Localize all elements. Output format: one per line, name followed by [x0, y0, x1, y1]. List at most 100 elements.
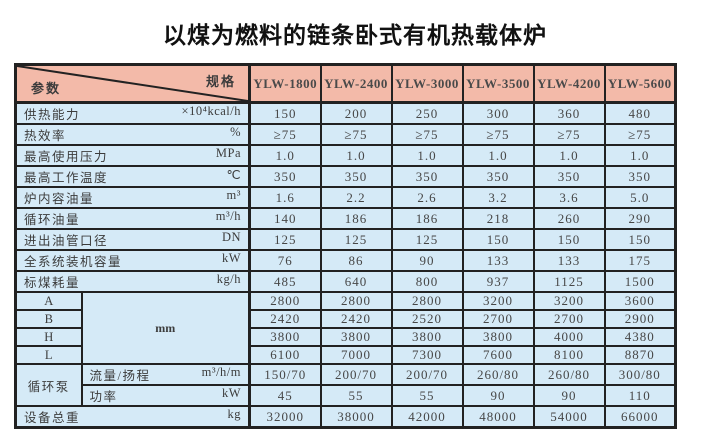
dimension-row: H 3800 3800 3800 3800 4000 4380	[14, 327, 677, 347]
pump-label: 循环泵	[14, 363, 83, 407]
row-label: 全系统装机容量	[24, 255, 123, 269]
value-cell: 937	[461, 270, 535, 293]
dimension-row: L 6100 7000 7300 7600 8100 8870	[14, 345, 677, 365]
row-unit: MPa	[215, 146, 241, 160]
value-cell: 125	[319, 228, 393, 251]
row-label: 进出油管口径	[24, 234, 109, 248]
row-label: 炉内容油量	[24, 192, 95, 206]
pump-param-cell: 流量/扬程 m³/h/m	[80, 363, 251, 386]
param-cell: 炉内容油量 m³	[14, 186, 251, 209]
value-cell: 3800	[461, 327, 535, 347]
value-cell: ≥75	[248, 123, 322, 146]
value-cell: 150	[461, 228, 535, 251]
value-cell: 2800	[390, 291, 464, 311]
value-cell: 2700	[461, 309, 535, 329]
table-row: 最高工作温度 ℃ 350 350 350 350 350 350	[14, 165, 677, 188]
row-label: 流量/扬程	[89, 369, 151, 383]
dimension-label: A	[14, 291, 83, 311]
row-unit: kg/h	[216, 272, 241, 286]
value-cell: 42000	[390, 405, 464, 429]
row-unit: DN	[221, 230, 241, 244]
value-cell: 350	[390, 165, 464, 188]
param-cell: 热效率%	[14, 123, 251, 146]
value-cell: 250	[390, 101, 464, 125]
pump-row: 功率 kW 45 55 55 90 90 110	[16, 384, 677, 407]
value-cell: 1.0	[390, 144, 464, 167]
table-row: 最高使用压力 MPa 1.0 1.0 1.0 1.0 1.0 1.0	[14, 144, 677, 167]
value-cell: 90	[461, 384, 535, 407]
row-unit: %	[230, 125, 241, 139]
row-unit: m³/h/m	[201, 365, 241, 379]
value-cell: 1.6	[248, 186, 322, 209]
row-unit: m³	[226, 188, 241, 202]
value-cell: 38000	[319, 405, 393, 429]
value-cell: 200	[319, 101, 393, 125]
dimension-label: B	[14, 309, 83, 329]
value-cell: 55	[319, 384, 393, 407]
table-row: 进出油管口径 DN 125 125 125 150 150 150	[14, 228, 677, 251]
value-cell: 133	[461, 249, 535, 272]
value-cell: 4380	[603, 327, 677, 347]
value-cell: 350	[532, 165, 606, 188]
spec-table-wrapper: 规格 参数 YLW-1800 YLW-2400 YLW-3000 YLW-3500 YL…	[14, 63, 677, 429]
row-label: 热效率	[24, 129, 67, 143]
row-label: 设备总重	[24, 411, 81, 425]
value-cell: 300/80	[603, 363, 677, 386]
table-row: 炉内容油量 m³ 1.6 2.2 2.6 3.2 3.6 5.0	[14, 186, 677, 209]
row-label: 供热能力	[24, 108, 81, 122]
value-cell: 300	[461, 101, 535, 125]
spec-table: 规格 参数 YLW-1800 YLW-2400 YLW-3000 YLW-3500 YL…	[14, 63, 677, 429]
value-cell: 2700	[532, 309, 606, 329]
pump-row: 循环泵 流量/扬程 m³/h/m 150/70 200/70 200/70 260/80 26…	[14, 363, 677, 407]
value-cell: 7000	[319, 345, 393, 365]
value-cell: ≥75	[532, 123, 606, 146]
value-cell: 800	[390, 270, 464, 293]
dimension-label: H	[14, 327, 83, 347]
value-cell: 350	[319, 165, 393, 188]
total-row: 设备总重 kg 32000 38000 42000 48000 54000 66000	[14, 405, 677, 429]
model-header: YLW-1800	[248, 63, 322, 104]
value-cell: 485	[248, 270, 322, 293]
value-cell: 3800	[390, 327, 464, 347]
model-header: YLW-5600	[603, 63, 677, 104]
value-cell: 1.0	[319, 144, 393, 167]
value-cell: 55	[390, 384, 464, 407]
table-row: 热效率% ≥75 ≥75 ≥75 ≥75 ≥75 ≥75	[14, 123, 677, 146]
value-cell: 110	[603, 384, 677, 407]
value-cell: 90	[532, 384, 606, 407]
value-cell: 4000	[532, 327, 606, 347]
value-cell: 3200	[532, 291, 606, 311]
diagonal-line	[17, 66, 248, 101]
value-cell: 133	[532, 249, 606, 272]
param-cell: 标煤耗量 kg/h	[14, 270, 251, 293]
page-title: 以煤为燃料的链条卧式有机热载体炉	[163, 22, 547, 48]
value-cell: 5.0	[603, 186, 677, 209]
table-row: 循环油量 m³/h 140 186 186 218 260 290	[14, 207, 677, 230]
value-cell: 1125	[532, 270, 606, 293]
value-cell: 640	[319, 270, 393, 293]
row-unit: kW	[221, 251, 241, 265]
value-cell: 3800	[319, 327, 393, 347]
value-cell: 3200	[461, 291, 535, 311]
table-row: 全系统装机容量 kW 76 86 90 133 133 175	[14, 249, 677, 272]
value-cell: ≥75	[319, 123, 393, 146]
value-cell: 150	[248, 101, 322, 125]
dimension-label: L	[14, 345, 83, 365]
total-param-cell: 设备总重 kg	[14, 405, 251, 429]
value-cell: 2800	[248, 291, 322, 311]
value-cell: 2900	[603, 309, 677, 329]
value-cell: 7600	[461, 345, 535, 365]
value-cell: 86	[319, 249, 393, 272]
value-cell: 125	[390, 228, 464, 251]
param-cell: 全系统装机容量 kW	[14, 249, 251, 272]
value-cell: 175	[603, 249, 677, 272]
value-cell: 32000	[248, 405, 322, 429]
value-cell: 200/70	[319, 363, 393, 386]
value-cell: 7300	[390, 345, 464, 365]
param-cell: 循环油量 m³/h	[14, 207, 251, 230]
model-header: YLW-4200	[532, 63, 606, 104]
value-cell: 150/70	[248, 363, 322, 386]
param-cell: 供热能力 ×10⁴kcal/h	[14, 101, 251, 125]
value-cell: 8870	[603, 345, 677, 365]
